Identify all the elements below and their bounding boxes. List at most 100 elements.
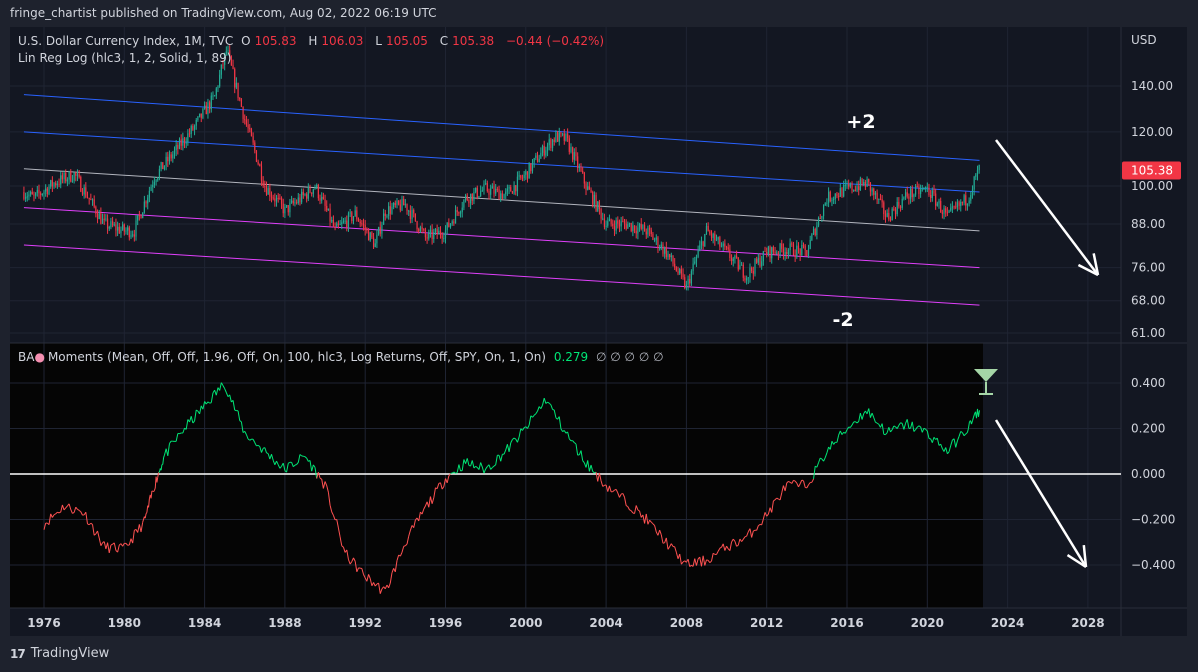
- candle-body: [521, 177, 524, 179]
- candle-body: [513, 185, 515, 194]
- candle-body: [792, 244, 795, 256]
- oscillator-segment: [453, 471, 456, 474]
- candle-body: [331, 219, 333, 222]
- oscillator-segment: [647, 520, 651, 525]
- oscillator-segment: [719, 546, 722, 549]
- sub-indicator-prefix[interactable]: BA: [18, 350, 35, 364]
- oscillator-segment: [254, 442, 257, 447]
- oscillator-segment: [512, 437, 515, 440]
- candle-body: [700, 241, 703, 246]
- annotation-minus-two: -2: [832, 309, 853, 331]
- candle-body: [93, 199, 95, 207]
- regression-band-line[interactable]: [23, 244, 980, 306]
- candle-body: [950, 207, 952, 211]
- candle-body: [590, 189, 592, 193]
- candle-body: [746, 278, 748, 281]
- arrow-down-main[interactable]: [995, 139, 1099, 276]
- candle-body: [816, 225, 818, 235]
- indicator-title[interactable]: Lin Reg Log (hlc3, 1, 2, Solid, 1, 89): [18, 51, 232, 65]
- candle-body: [978, 164, 980, 171]
- oscillator-segment: [319, 477, 322, 480]
- candle-body: [970, 194, 972, 201]
- regression-band-line[interactable]: [23, 168, 980, 232]
- oscillator-segment: [225, 392, 229, 397]
- candle-body: [931, 190, 933, 198]
- oscillator-segment: [257, 444, 261, 447]
- symbol-title[interactable]: U.S. Dollar Currency Index, 1M, TVC: [18, 34, 234, 48]
- candle-body: [24, 196, 27, 199]
- oscillator-segment: [736, 544, 739, 547]
- candle-body: [582, 170, 584, 173]
- oscillator-segment: [891, 425, 895, 430]
- candle-body: [377, 227, 380, 235]
- candle-body: [284, 206, 286, 214]
- oscillator-segment: [510, 439, 513, 444]
- candle-body: [886, 212, 888, 217]
- candle-body: [598, 201, 601, 209]
- oscillator-segment: [553, 409, 557, 418]
- candle-body: [829, 191, 831, 202]
- oscillator-segment: [277, 464, 281, 469]
- regression-band-line[interactable]: [23, 207, 980, 269]
- candle-body: [371, 232, 373, 238]
- candle-body: [926, 187, 928, 189]
- oscillator-segment: [418, 511, 421, 522]
- candle-body: [182, 138, 184, 146]
- candle-body: [354, 210, 356, 217]
- candle-body: [234, 68, 236, 88]
- candle-body: [749, 267, 751, 278]
- candle-body: [187, 133, 189, 143]
- oscillator-segment: [182, 427, 185, 434]
- oscillator-segment: [50, 513, 53, 518]
- oscillator-segment: [485, 466, 488, 470]
- time-axis-label: 1984: [188, 616, 221, 630]
- regression-band-line[interactable]: [23, 94, 980, 161]
- candle-body: [893, 208, 895, 210]
- candle-body: [344, 220, 346, 222]
- candle-body: [481, 190, 483, 192]
- oscillator-segment: [582, 460, 585, 464]
- candle-body: [152, 185, 154, 187]
- candle-body: [242, 106, 244, 120]
- candle-body: [115, 224, 117, 231]
- sub-indicator-title[interactable]: Moments (Mean, Off, Off, 1.96, Off, On, …: [47, 350, 546, 364]
- candle-body: [670, 255, 672, 258]
- candle-body: [162, 162, 164, 170]
- arrow-down-oscillator[interactable]: [994, 419, 1088, 568]
- candle-body: [388, 206, 390, 216]
- candle-body: [938, 200, 940, 204]
- candle-body: [111, 221, 114, 226]
- candle-body: [570, 147, 572, 152]
- oscillator-segment: [337, 527, 341, 538]
- candle-body: [913, 194, 915, 198]
- oscillator-segment: [276, 460, 279, 465]
- oscillator-segment: [767, 507, 771, 515]
- footer-brand[interactable]: 17 TradingView: [10, 646, 109, 661]
- indicator-legend[interactable]: Lin Reg Log (hlc3, 1, 2, Solid, 1, 89): [18, 51, 235, 65]
- oscillator-segment: [373, 582, 376, 587]
- candle-body: [244, 119, 246, 121]
- close-label: C: [439, 34, 449, 48]
- candle-body: [50, 180, 52, 187]
- candle-body: [394, 202, 396, 205]
- oscillator-segment: [327, 492, 331, 506]
- oscillator-segment: [192, 420, 195, 424]
- candle-body: [215, 88, 217, 96]
- candle-body: [399, 204, 401, 211]
- candle-body: [751, 267, 753, 272]
- candle-body: [555, 132, 557, 142]
- candle-body: [535, 155, 537, 159]
- candle-body: [249, 128, 251, 130]
- oscillator-segment: [542, 398, 545, 406]
- oscillator-segment: [923, 427, 926, 430]
- oscillator-segment: [117, 544, 120, 553]
- candle-body: [635, 230, 637, 234]
- candle-body: [264, 186, 266, 188]
- candle-body: [227, 50, 229, 52]
- oscillator-segment: [349, 561, 353, 565]
- candle-body: [717, 237, 719, 240]
- oscillator-segment: [356, 567, 359, 572]
- oscillator-segment: [132, 530, 135, 544]
- chart-canvas[interactable]: USD 140.00 120.00 100.00 88.00 76.00 68.00 61.0…: [10, 27, 1187, 636]
- candle-body: [224, 53, 226, 65]
